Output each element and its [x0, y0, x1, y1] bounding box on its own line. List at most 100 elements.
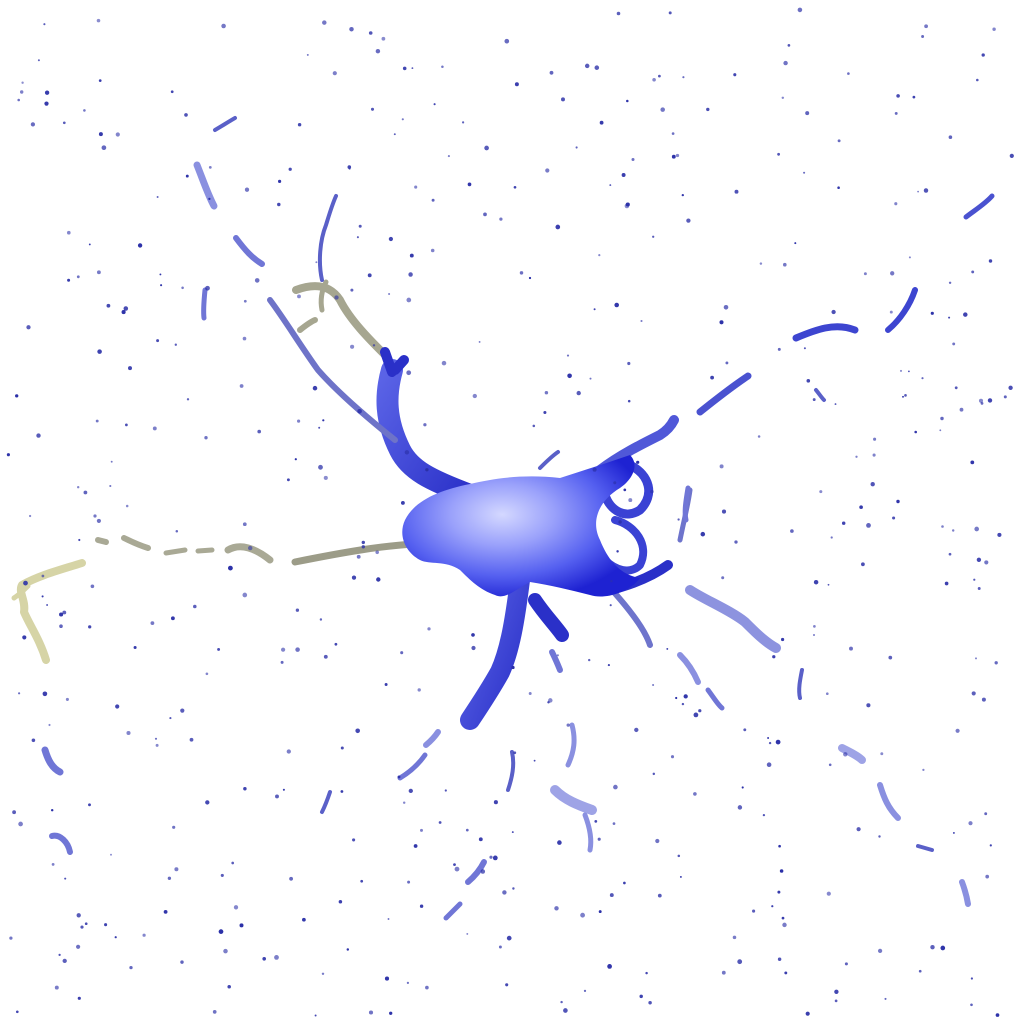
- punctum: [286, 749, 291, 754]
- punctum: [675, 696, 678, 700]
- punctum: [492, 855, 498, 861]
- punctum: [370, 107, 375, 111]
- punctum: [184, 113, 188, 117]
- fragment: [41, 746, 64, 776]
- punctum: [671, 154, 676, 159]
- punctum: [430, 248, 435, 253]
- punctum: [830, 536, 833, 539]
- punctum: [314, 1014, 317, 1017]
- punctum: [652, 78, 656, 82]
- punctum: [372, 344, 376, 347]
- punctum: [677, 854, 681, 858]
- left-axon-segment: [95, 537, 109, 545]
- punctum: [849, 646, 853, 651]
- punctum: [294, 458, 297, 461]
- punctum: [375, 48, 381, 54]
- punctum: [361, 540, 365, 545]
- punctum: [384, 683, 388, 686]
- punctum: [976, 557, 982, 562]
- punctum: [955, 728, 960, 733]
- punctum: [15, 394, 19, 398]
- punctum: [375, 550, 379, 555]
- punctum: [980, 402, 984, 405]
- left-axon-tip: [11, 583, 31, 601]
- punctum: [766, 762, 772, 768]
- punctum: [902, 395, 904, 398]
- punctum: [977, 587, 981, 590]
- punctum: [561, 97, 565, 102]
- punctum: [322, 419, 325, 422]
- punctum: [970, 460, 975, 465]
- punctum: [174, 867, 179, 872]
- punctum: [12, 810, 16, 815]
- punctum: [826, 891, 831, 896]
- punctum: [856, 827, 861, 832]
- punctum: [921, 35, 925, 38]
- punctum: [376, 577, 381, 582]
- punctum: [384, 976, 390, 981]
- fragment: [49, 832, 73, 855]
- punctum: [896, 94, 900, 98]
- punctum: [243, 787, 247, 791]
- punctum: [892, 516, 896, 520]
- punctum: [357, 409, 362, 414]
- punctum: [142, 933, 146, 937]
- punctum: [281, 647, 286, 652]
- punctum: [984, 560, 989, 565]
- punctum: [752, 909, 756, 913]
- punctum: [62, 121, 66, 125]
- punctum: [404, 450, 410, 455]
- punctum: [37, 59, 40, 62]
- punctum: [987, 398, 993, 403]
- punctum: [549, 70, 554, 75]
- fragment: [201, 287, 208, 321]
- punctum: [734, 189, 739, 194]
- punctum: [323, 475, 328, 480]
- punctum: [243, 299, 247, 303]
- punctum: [784, 971, 788, 975]
- punctum: [478, 340, 481, 343]
- punctum: [59, 612, 64, 617]
- fragment: [213, 116, 237, 132]
- punctum: [995, 1013, 1000, 1017]
- punctum: [277, 202, 281, 207]
- punctum: [894, 111, 898, 115]
- punctum: [484, 145, 489, 151]
- punctum: [657, 893, 662, 898]
- punctum: [98, 79, 102, 82]
- punctum: [847, 72, 850, 75]
- punctum: [837, 139, 841, 143]
- punctum: [233, 905, 239, 910]
- punctum: [580, 912, 585, 918]
- punctum: [126, 730, 131, 736]
- punctum: [83, 490, 88, 495]
- punctum: [156, 196, 159, 198]
- punctum: [652, 235, 655, 238]
- punctum: [137, 243, 143, 248]
- punctum: [420, 828, 423, 832]
- punctum: [545, 168, 550, 173]
- punctum: [30, 122, 36, 127]
- upper-grey-dendrite: [292, 282, 389, 359]
- punctum: [668, 11, 672, 15]
- punctum: [872, 453, 876, 457]
- punctum: [593, 308, 596, 311]
- punctum: [340, 790, 344, 793]
- punctum: [20, 90, 24, 94]
- punctum: [504, 38, 510, 44]
- punctum: [790, 529, 794, 533]
- punctum: [861, 562, 865, 567]
- punctum: [772, 655, 776, 659]
- punctum: [912, 95, 916, 99]
- punctum: [212, 1010, 217, 1014]
- punctum: [762, 813, 766, 817]
- punctum: [693, 792, 697, 796]
- punctum: [289, 876, 294, 881]
- punctum: [228, 565, 233, 571]
- punctum: [566, 723, 570, 727]
- punctum: [639, 994, 643, 999]
- punctum: [828, 763, 832, 767]
- punctum: [472, 393, 477, 399]
- punctum: [650, 489, 654, 494]
